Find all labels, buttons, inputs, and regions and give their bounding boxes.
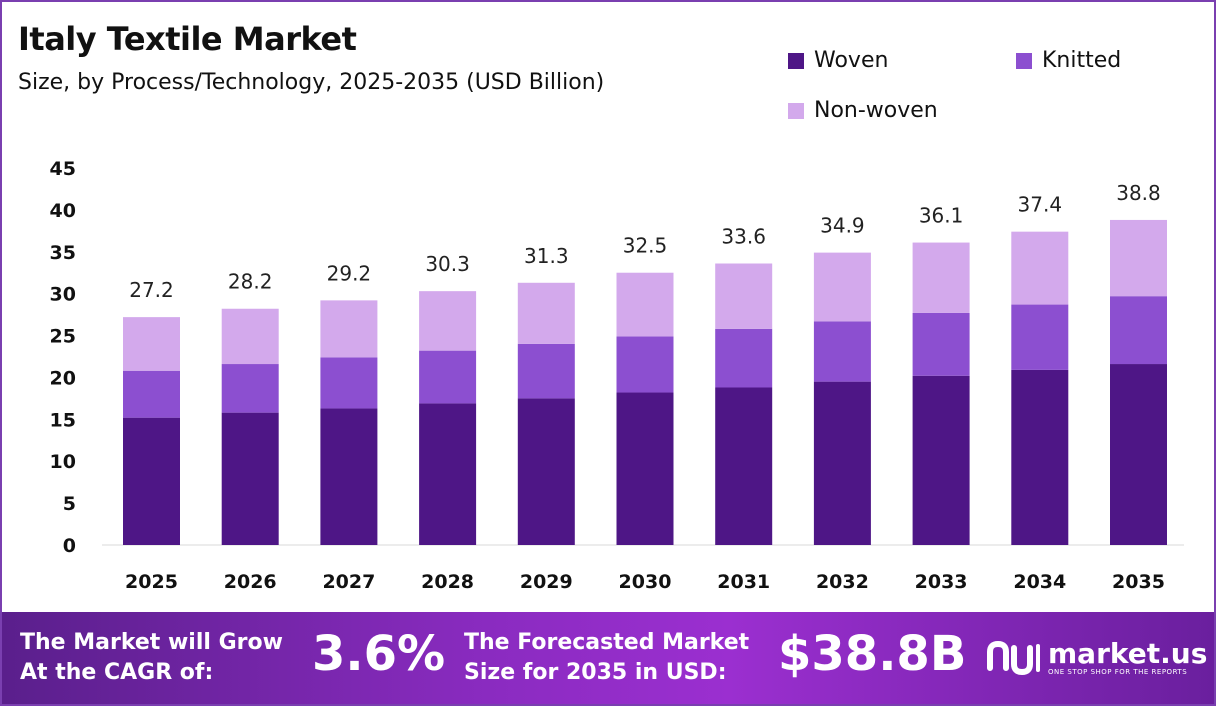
x-tick-label-2032: 2032 bbox=[816, 571, 869, 593]
bar-knitted-2026 bbox=[221, 364, 279, 413]
bar-knitted-2028 bbox=[419, 350, 477, 404]
bar-knitted-2033 bbox=[912, 312, 970, 376]
bar-non-woven-2034 bbox=[1011, 231, 1069, 305]
total-label-2028: 30.3 bbox=[425, 252, 470, 276]
total-label-2032: 34.9 bbox=[820, 214, 865, 238]
bar-knitted-2031 bbox=[715, 328, 773, 388]
y-tick-label: 25 bbox=[50, 326, 76, 348]
x-tick-label-2033: 2033 bbox=[915, 571, 968, 593]
logo-tagline: ONE STOP SHOP FOR THE REPORTS bbox=[1048, 668, 1188, 676]
cagr-label-line2: At the CAGR of: bbox=[20, 660, 214, 685]
summary-banner: The Market will Grow At the CAGR of: 3.6… bbox=[2, 612, 1214, 704]
y-tick-label: 15 bbox=[50, 409, 76, 431]
market-us-logo-icon bbox=[987, 640, 1040, 676]
bar-non-woven-2030 bbox=[616, 272, 674, 337]
x-tick-label-2029: 2029 bbox=[520, 571, 573, 593]
cagr-label: The Market will Grow At the CAGR of: bbox=[20, 628, 283, 688]
cagr-value: 3.6% bbox=[312, 626, 446, 682]
bar-non-woven-2031 bbox=[715, 263, 773, 329]
market-us-logo: market.us ONE STOP SHOP FOR THE REPORTS bbox=[986, 638, 1207, 678]
bar-woven-2025 bbox=[123, 417, 180, 545]
forecast-value: $38.8B bbox=[778, 626, 967, 682]
y-tick-label: 10 bbox=[50, 451, 76, 473]
bar-knitted-2025 bbox=[123, 370, 180, 418]
x-tick-label-2025: 2025 bbox=[125, 571, 178, 593]
total-label-2034: 37.4 bbox=[1018, 193, 1063, 217]
bar-non-woven-2035 bbox=[1110, 219, 1167, 297]
bar-woven-2030 bbox=[616, 392, 674, 545]
y-tick-label: 35 bbox=[50, 242, 76, 264]
total-label-2033: 36.1 bbox=[919, 204, 964, 228]
y-tick-label: 0 bbox=[63, 535, 76, 557]
x-tick-label-2030: 2030 bbox=[619, 571, 672, 593]
stacked-bar-chart: 05101520253035404527.2202528.2202629.220… bbox=[50, 158, 1184, 593]
bar-woven-2031 bbox=[715, 387, 773, 545]
bar-knitted-2027 bbox=[320, 357, 378, 409]
x-tick-label-2034: 2034 bbox=[1013, 571, 1066, 593]
y-tick-label: 40 bbox=[50, 200, 76, 222]
bar-woven-2026 bbox=[221, 412, 279, 545]
x-tick-label-2028: 2028 bbox=[421, 571, 474, 593]
bar-woven-2032 bbox=[813, 381, 871, 545]
bar-non-woven-2027 bbox=[320, 300, 378, 358]
total-label-2031: 33.6 bbox=[721, 225, 766, 249]
bar-woven-2033 bbox=[912, 375, 970, 545]
total-label-2025: 27.2 bbox=[129, 278, 174, 302]
logo-name: market.us bbox=[1048, 637, 1208, 670]
bar-non-woven-2033 bbox=[912, 242, 970, 313]
forecast-label-line2: Size for 2035 in USD: bbox=[464, 660, 727, 685]
legend-swatch-knitted bbox=[1016, 52, 1032, 69]
y-tick-label: 5 bbox=[63, 493, 76, 515]
total-label-2035: 38.8 bbox=[1116, 181, 1161, 205]
chart-title: Italy Textile Market bbox=[18, 20, 357, 58]
x-tick-label-2035: 2035 bbox=[1112, 571, 1165, 593]
bar-non-woven-2028 bbox=[419, 291, 477, 351]
chart-subtitle: Size, by Process/Technology, 2025-2035 (… bbox=[18, 70, 605, 95]
forecast-label: The Forecasted Market Size for 2035 in U… bbox=[464, 628, 749, 688]
bar-non-woven-2029 bbox=[517, 282, 575, 344]
x-tick-label-2027: 2027 bbox=[322, 571, 375, 593]
bar-woven-2029 bbox=[517, 398, 575, 545]
total-label-2027: 29.2 bbox=[327, 261, 372, 285]
bar-knitted-2029 bbox=[517, 343, 575, 399]
legend-label-non-woven: Non-woven bbox=[814, 98, 938, 123]
total-label-2029: 31.3 bbox=[524, 244, 569, 268]
bar-non-woven-2025 bbox=[123, 317, 180, 371]
bar-knitted-2030 bbox=[616, 336, 674, 393]
y-tick-label: 20 bbox=[50, 367, 76, 389]
legend-label-woven: Woven bbox=[814, 48, 889, 73]
legend-swatch-non-woven bbox=[788, 102, 804, 119]
y-tick-label: 30 bbox=[50, 284, 76, 306]
legend-item-woven: Woven bbox=[788, 48, 888, 73]
cagr-label-line1: The Market will Grow bbox=[20, 630, 283, 655]
x-tick-label-2026: 2026 bbox=[224, 571, 277, 593]
bar-knitted-2035 bbox=[1110, 296, 1167, 365]
legend-swatch-woven bbox=[788, 52, 804, 69]
bar-knitted-2032 bbox=[813, 321, 871, 382]
legend-item-knitted: Knitted bbox=[1016, 48, 1121, 73]
bar-woven-2027 bbox=[320, 408, 378, 545]
x-tick-label-2031: 2031 bbox=[717, 571, 770, 593]
legend: Woven Knitted Non-woven bbox=[788, 44, 1208, 144]
total-label-2026: 28.2 bbox=[228, 270, 273, 294]
bar-woven-2028 bbox=[419, 403, 477, 545]
y-tick-label: 45 bbox=[50, 158, 76, 180]
bar-woven-2035 bbox=[1110, 364, 1167, 545]
bar-woven-2034 bbox=[1011, 369, 1069, 545]
bar-non-woven-2026 bbox=[221, 308, 279, 365]
total-label-2030: 32.5 bbox=[623, 234, 668, 258]
bar-non-woven-2032 bbox=[813, 252, 871, 322]
forecast-label-line1: The Forecasted Market bbox=[464, 630, 750, 655]
bar-knitted-2034 bbox=[1011, 304, 1069, 370]
legend-label-knitted: Knitted bbox=[1042, 48, 1122, 73]
legend-item-non-woven: Non-woven bbox=[788, 98, 938, 123]
